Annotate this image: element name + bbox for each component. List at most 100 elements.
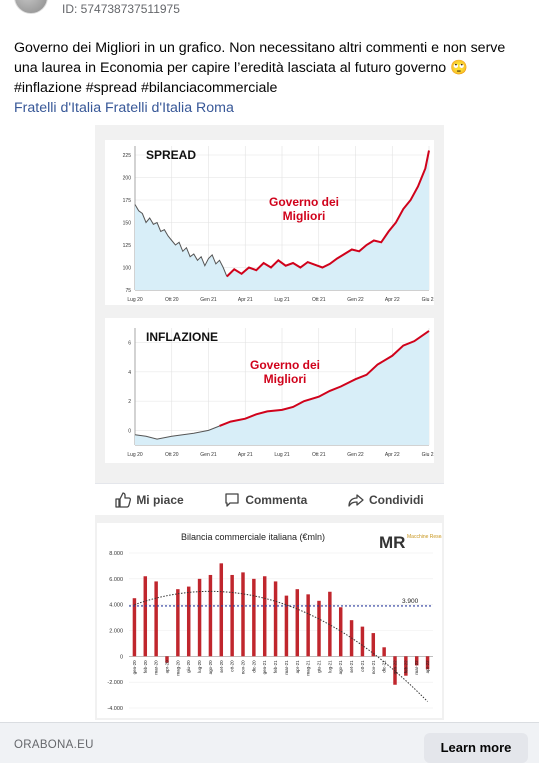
learn-more-button[interactable]: Learn more — [424, 733, 528, 763]
inflazione-annotation-line1: Governo dei — [250, 358, 320, 372]
spread-x-ticks: Lug 20 Ott 20 Gen 21 Apr 21 Lug 21 Ott 21 Gen … — [127, 297, 434, 303]
comment-button[interactable]: Commenta — [224, 492, 307, 508]
bar — [382, 647, 386, 657]
y-tick-label: 175 — [123, 198, 132, 204]
comment-icon — [225, 492, 239, 507]
bar — [165, 656, 169, 663]
bar — [143, 576, 148, 657]
bar — [230, 574, 234, 657]
bilancia-logo-subtext: Macchine Research — [407, 534, 442, 540]
bar — [360, 626, 365, 657]
bar — [425, 656, 430, 670]
y-tick-label: -4.000 — [107, 706, 123, 712]
bilancia-x-ticks: gen-20 feb-20 mar-20 apr-20 mag-20 giu-20 lug-… — [132, 660, 430, 676]
x-tick-label: Gen 22 — [347, 452, 364, 458]
bar — [252, 578, 256, 657]
y-tick-label: 200 — [123, 176, 132, 182]
x-tick-label: mar-20 — [154, 660, 159, 675]
x-tick-label: apr-20 — [165, 660, 170, 674]
bar — [414, 656, 419, 666]
x-tick-label: Gen 22 — [347, 297, 364, 303]
bar — [404, 656, 408, 676]
bilancia-bars — [129, 563, 433, 685]
x-tick-label: lug-20 — [197, 660, 202, 673]
inflazione-line-pre-governo — [134, 425, 220, 440]
y-tick-label: 8.000 — [109, 551, 123, 557]
bar — [371, 633, 376, 657]
x-tick-label: Lug 21 — [274, 452, 290, 458]
inflazione-chart: 0 2 4 6 Lug 20 Ott 20 Gen 21 Apr 21 Lug 21 Ott 2… — [105, 318, 434, 463]
x-tick-label: giu-21 — [317, 660, 322, 673]
x-tick-label: ott-21 — [360, 660, 365, 672]
x-tick-label: mar-21 — [284, 660, 289, 675]
post-text: Governo dei Migliori in un grafico. Non … — [14, 38, 529, 118]
spread-line-governo — [226, 150, 430, 278]
y-tick-label: 4.000 — [109, 603, 123, 609]
x-tick-label: set-20 — [219, 660, 224, 673]
x-tick-label: Apr 22 — [385, 297, 400, 303]
x-tick-label: Gen 21 — [200, 452, 217, 458]
share-label: Condividi — [368, 492, 424, 507]
x-tick-label: apr-22 — [425, 660, 430, 674]
y-tick-label: 150 — [123, 221, 132, 227]
bar — [273, 581, 278, 657]
x-tick-label: lug-21 — [327, 660, 332, 673]
y-tick-label: 75 — [125, 288, 131, 294]
bar — [219, 563, 224, 657]
y-tick-label: -2.000 — [107, 680, 123, 686]
x-tick-label: set-21 — [349, 660, 354, 673]
x-tick-label: feb-20 — [143, 660, 148, 673]
link-domain: ORABONA.EU — [14, 739, 94, 751]
x-tick-label: nov-21 — [371, 660, 376, 674]
bar — [154, 581, 158, 657]
spread-chart: 75 100 125 150 175 200 225 Lug 20 Ott 20 Gen 21 A… — [105, 140, 434, 305]
post-tags-link[interactable]: Fratelli d'Italia Fratelli d'Italia Roma — [14, 100, 234, 116]
x-tick-label: gen-20 — [132, 660, 137, 675]
x-tick-label: Giu 22 — [422, 297, 434, 303]
y-tick-label: 0 — [128, 428, 131, 434]
share-button[interactable]: Condividi — [348, 492, 424, 508]
bar — [208, 574, 213, 657]
y-tick-label: 100 — [123, 266, 132, 272]
y-tick-label: 225 — [123, 153, 132, 159]
bilancia-trend-line — [134, 590, 428, 702]
x-tick-label: Ott 21 — [312, 452, 326, 458]
x-tick-label: Ott 20 — [165, 452, 179, 458]
spread-annotation-line1: Governo dei — [269, 195, 339, 209]
inflazione-y-ticks: 0 2 4 6 — [128, 341, 131, 435]
bar — [284, 595, 289, 657]
post-actions-bar: Mi piace Commenta Condividi — [95, 483, 444, 515]
x-tick-label: Gen 21 — [200, 297, 217, 303]
x-tick-label: apr-21 — [295, 660, 300, 674]
x-tick-label: Apr 21 — [238, 452, 253, 458]
bar — [186, 586, 191, 657]
y-tick-label: 6.000 — [109, 577, 123, 583]
avatar[interactable] — [14, 0, 48, 14]
bar — [132, 598, 137, 657]
x-tick-label: gen-21 — [262, 660, 267, 675]
bilancia-logo: MR — [379, 533, 405, 552]
x-tick-label: dic-21 — [382, 660, 387, 673]
y-tick-label: 4 — [128, 370, 131, 376]
spread-area-fill — [135, 150, 429, 290]
bar — [306, 594, 310, 657]
bar — [241, 572, 245, 657]
x-tick-label: nov-20 — [241, 660, 246, 674]
like-button[interactable]: Mi piace — [115, 491, 184, 508]
x-tick-label: Lug 21 — [274, 297, 290, 303]
bar — [262, 576, 267, 657]
inflazione-line-governo — [219, 330, 430, 427]
bilancia-reference-label: 3.900 — [402, 598, 419, 605]
inflazione-x-ticks: Lug 20 Ott 20 Gen 21 Apr 21 Lug 21 Ott 21 Gen … — [127, 452, 434, 458]
y-tick-label: 6 — [128, 341, 131, 347]
post-media[interactable]: 75 100 125 150 175 200 225 Lug 20 Ott 20 Gen 21 A… — [95, 125, 444, 720]
x-tick-label: Lug 20 — [127, 452, 143, 458]
bar — [176, 589, 180, 657]
x-tick-label: mag-21 — [306, 660, 311, 676]
share-icon — [348, 493, 364, 507]
x-tick-label: mag-20 — [175, 660, 180, 676]
link-preview-bar[interactable]: ORABONA.EU Learn more — [0, 722, 539, 763]
x-tick-label: Apr 22 — [385, 452, 400, 458]
x-tick-label: ago-20 — [208, 660, 213, 675]
